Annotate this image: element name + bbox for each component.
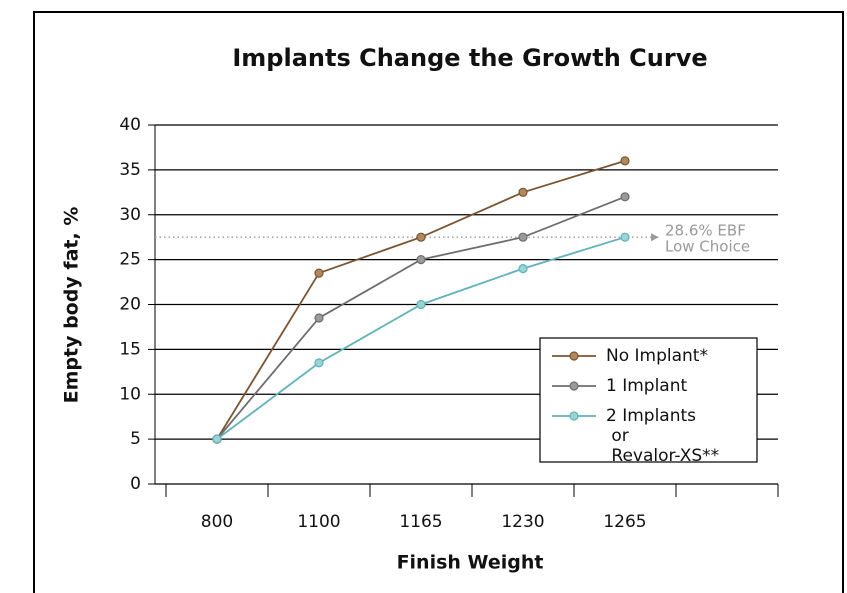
- point: [416, 232, 426, 242]
- point: [518, 187, 528, 197]
- x-tick-label: 1265: [603, 512, 646, 532]
- legend-label: 2 Implants or Revalor-XS**: [606, 406, 719, 466]
- y-tick-label: 35: [119, 160, 141, 180]
- point: [620, 192, 630, 202]
- point: [518, 232, 528, 242]
- x-axis-label: Finish Weight: [397, 552, 544, 574]
- point: [620, 232, 630, 242]
- reference-label: Low Choice: [665, 238, 750, 256]
- y-tick-label: 5: [130, 429, 141, 449]
- legend-label: 1 Implant: [606, 376, 687, 396]
- y-tick-label: 0: [130, 474, 141, 494]
- point: [314, 313, 324, 323]
- x-tick-label: 1230: [501, 512, 544, 532]
- frame: [33, 11, 844, 593]
- point: [620, 156, 630, 166]
- legend-label: No Implant*: [606, 346, 708, 366]
- y-tick-label: 25: [119, 250, 141, 270]
- y-tick-label: 20: [119, 295, 141, 315]
- point: [212, 434, 222, 444]
- reference-label: 28.6% EBF: [665, 222, 746, 240]
- x-tick-label: 1165: [399, 512, 442, 532]
- point: [518, 264, 528, 274]
- point: [314, 358, 324, 368]
- y-tick-label: 40: [119, 115, 141, 135]
- chart-title: Implants Change the Growth Curve: [232, 44, 707, 72]
- x-tick-label: 800: [201, 512, 233, 532]
- legend-marker: [569, 381, 579, 391]
- y-tick-label: 30: [119, 205, 141, 225]
- legend-marker: [569, 351, 579, 361]
- y-axis-label: Empty body fat, %: [61, 207, 83, 404]
- point: [416, 255, 426, 265]
- y-tick-label: 15: [119, 339, 141, 359]
- legend-marker: [569, 411, 579, 421]
- point: [314, 268, 324, 278]
- point: [416, 299, 426, 310]
- y-tick-label: 10: [119, 384, 141, 404]
- reference-arrow: [651, 233, 659, 242]
- x-tick-label: 1100: [297, 512, 340, 532]
